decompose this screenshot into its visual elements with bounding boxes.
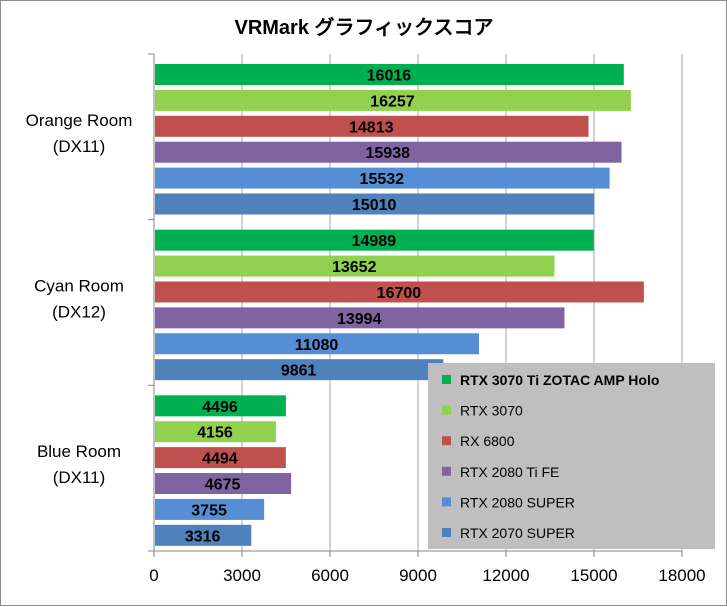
legend-label: RTX 2070 SUPER: [460, 525, 575, 541]
bar-value-label: 4675: [205, 477, 241, 494]
category-label: Cyan Room: [34, 277, 124, 296]
bar: [155, 421, 276, 443]
legend-swatch: [442, 497, 451, 507]
bar-value-label: 15010: [352, 197, 397, 214]
gridlines: [241, 54, 683, 551]
bar-value-label: 3316: [185, 528, 221, 545]
bar: [155, 193, 595, 215]
bar: [155, 307, 565, 329]
bar-value-label: 11080: [295, 337, 339, 354]
bar: [155, 141, 622, 163]
category-label: (DX11): [53, 137, 106, 156]
bar: [155, 395, 286, 417]
chart-title: VRMark グラフィックスコア: [234, 15, 493, 39]
bar-value-label: 4156: [197, 425, 233, 442]
legend-swatch: [442, 466, 451, 476]
legend-label: RTX 2080 Ti FE: [460, 464, 559, 480]
legend-swatch: [442, 405, 451, 415]
x-tick-label: 3000: [223, 566, 261, 585]
bar: [155, 255, 555, 277]
bar: [155, 64, 624, 85]
bar-value-label: 16700: [377, 285, 422, 302]
category-label: Blue Room: [37, 442, 121, 461]
x-tick-label: 0: [149, 566, 158, 585]
bars: 16016 16257 14813 15938 15532 15010 14989 13652…: [155, 64, 644, 546]
bar: [155, 333, 480, 355]
legend-label: RTX 3070 Ti ZOTAC AMP Holo: [460, 372, 659, 388]
bar-value-label: 13994: [337, 311, 382, 328]
bar: [155, 89, 631, 111]
bar: [155, 167, 610, 189]
bar: [155, 447, 286, 469]
bar-value-label: 14989: [352, 233, 397, 250]
x-tick-label: 15000: [570, 566, 617, 585]
legend-swatch: [442, 375, 451, 384]
legend-label: RTX 3070: [460, 403, 523, 419]
bar: [155, 115, 589, 137]
bar: [155, 359, 444, 381]
bar-value-label: 4494: [202, 451, 238, 468]
category-label: (DX11): [53, 468, 106, 487]
x-tick-label: 6000: [311, 566, 349, 585]
bar: [155, 281, 644, 303]
legend-swatch: [442, 436, 451, 446]
bar-value-label: 16257: [370, 93, 415, 110]
legend-label: RTX 2080 SUPER: [460, 494, 575, 510]
bar-value-label: 14813: [349, 119, 394, 136]
axes: 0 3000 6000 9000 12000 15000 18000 Orange Room (…: [26, 53, 706, 585]
bar-value-label: 13652: [332, 259, 377, 276]
bar: [155, 524, 252, 546]
x-tick-label: 18000: [658, 566, 705, 585]
category-label: Orange Room: [26, 111, 133, 130]
legend-box: [428, 363, 715, 549]
legend: RTX 3070 Ti ZOTAC AMP Holo RTX 3070 RX 680…: [428, 363, 715, 549]
bar-value-label: 4496: [202, 399, 238, 416]
legend-label: RX 6800: [460, 433, 515, 449]
bar-value-label: 9861: [281, 363, 317, 380]
x-tick-label: 12000: [482, 566, 529, 585]
bar-value-label: 3755: [191, 502, 227, 519]
bar-value-label: 15938: [366, 145, 411, 162]
category-label: (DX12): [52, 303, 106, 322]
bar: [155, 473, 292, 495]
legend-swatch: [442, 528, 451, 537]
bar-value-label: 15532: [360, 171, 405, 188]
x-tick-label: 9000: [399, 566, 437, 585]
bar-value-label: 16016: [367, 68, 412, 85]
bar: [155, 498, 265, 520]
bar: [155, 229, 594, 251]
